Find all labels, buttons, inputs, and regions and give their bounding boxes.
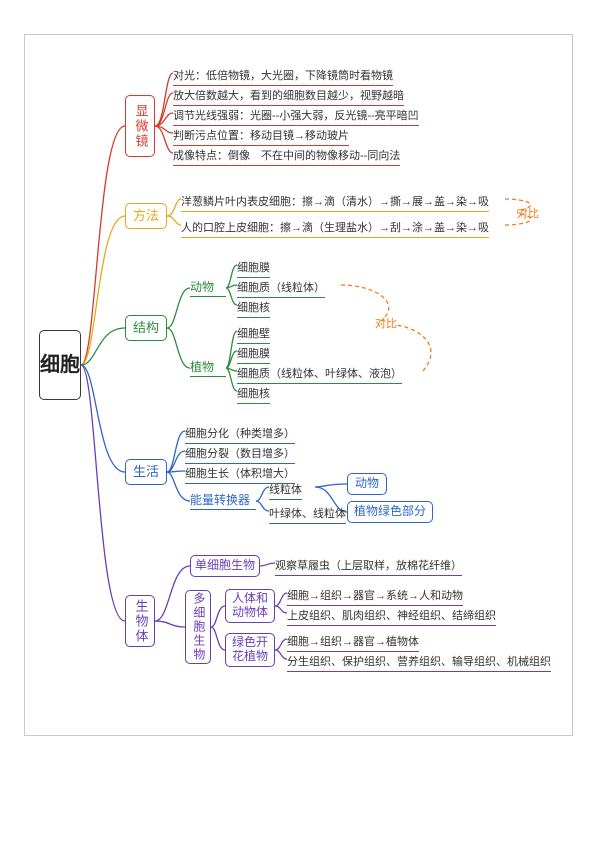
node-label: 单细胞生物	[195, 559, 255, 573]
node-label: 人体和 动物体	[226, 592, 274, 620]
leaf-text: 调节光线强弱：光圈--小强大弱，反光镜--亮平暗凹	[173, 107, 419, 123]
node-box: 植物	[190, 358, 226, 378]
leaf-text: 细胞膜	[237, 259, 270, 275]
node-label: 动物	[190, 281, 214, 295]
node-box: 植物绿色部分	[347, 501, 433, 523]
leaf-text: 人的口腔上皮细胞：擦→滴（生理盐水）→刮→涂→盖→染→吸	[181, 219, 489, 235]
leaf-text: 细胞分裂（数目增多）	[185, 445, 295, 461]
leaf-text: 细胞膜	[237, 345, 270, 361]
leaf-text: 放大倍数越大，看到的细胞数目越少，视野越暗	[173, 87, 404, 103]
node-label: 植物绿色部分	[354, 505, 426, 519]
leaf-text: 洋葱鳞片叶内表皮细胞：擦→滴（清水）→撕→展→盖→染→吸	[181, 193, 489, 209]
leaf-text: 细胞分化（种类增多）	[185, 425, 295, 441]
leaf-text: 细胞→组织→器官→植物体	[287, 633, 419, 649]
node-label: 绿色开 花植物	[226, 636, 274, 664]
node-box: 方法	[125, 203, 167, 229]
node-box: 显微镜	[125, 95, 155, 157]
node-box: 结构	[125, 315, 167, 341]
root-box: 细胞	[39, 330, 81, 400]
leaf-text: 判断污点位置：移动目镜→移动玻片	[173, 127, 349, 143]
leaf-text: 细胞质（线粒体）	[237, 279, 325, 295]
annotation: 对比	[517, 205, 539, 221]
leaf-text: 细胞核	[237, 385, 270, 401]
leaf-text: 成像特点：倒像 不在中间的物像移动--同向法	[173, 147, 400, 163]
node-label: 结构	[133, 321, 159, 336]
node-box: 动物	[347, 473, 387, 495]
node-box: 生活	[125, 459, 167, 485]
node-box: 多细胞生物	[185, 590, 211, 664]
node-box: 人体和 动物体	[225, 589, 275, 623]
node-label: 生物体	[133, 599, 148, 644]
leaf-text: 线粒体	[269, 481, 302, 497]
leaf-text: 上皮组织、肌肉组织、神经组织、结缔组织	[287, 607, 496, 623]
node-box: 单细胞生物	[190, 555, 260, 577]
node-box: 生物体	[125, 595, 155, 647]
leaf-text: 观察草履虫（上层取样，放棉花纤维）	[275, 557, 462, 573]
leaf-text: 细胞壁	[237, 325, 270, 341]
node-box: 能量转换器	[190, 491, 256, 511]
node-box: 动物	[190, 278, 226, 298]
leaf-text: 叶绿体、线粒体	[269, 505, 346, 521]
node-label: 方法	[133, 209, 159, 224]
node-label: 多细胞生物	[191, 592, 205, 662]
node-box: 绿色开 花植物	[225, 633, 275, 667]
leaf-text: 细胞核	[237, 299, 270, 315]
leaf-text: 分生组织、保护组织、营养组织、输导组织、机械组织	[287, 653, 551, 669]
node-label: 能量转换器	[190, 494, 250, 508]
node-label: 植物	[190, 361, 214, 375]
node-label: 显微镜	[133, 104, 148, 149]
node-label: 细胞	[40, 354, 80, 377]
leaf-text: 细胞质（线粒体、叶绿体、液泡）	[237, 365, 402, 381]
node-label: 生活	[133, 465, 159, 480]
leaf-text: 细胞→组织→器官→系统→人和动物	[287, 587, 463, 603]
leaf-text: 对光：低倍物镜，大光圈，下降镜筒时看物镜	[173, 67, 393, 83]
leaf-text: 细胞生长（体积增大）	[185, 465, 295, 481]
annotation: 对比	[375, 315, 397, 331]
node-label: 动物	[355, 477, 379, 491]
